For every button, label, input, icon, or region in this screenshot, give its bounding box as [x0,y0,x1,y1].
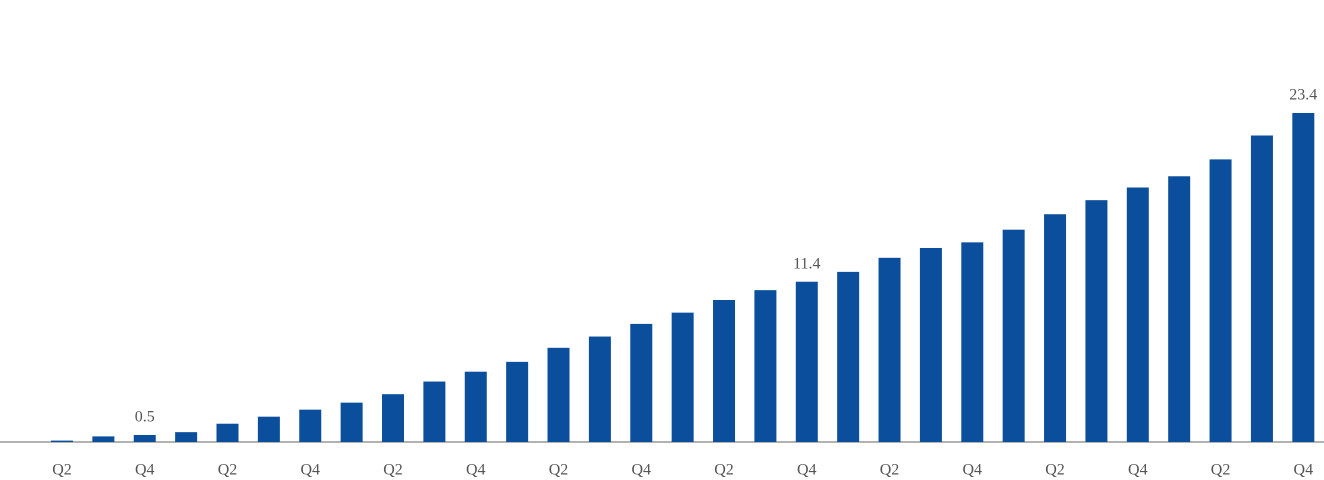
bar [92,436,115,442]
bar [382,394,405,442]
bar [50,440,73,442]
x-tick-label: Q4 [963,462,983,479]
x-tick-label: Q2 [1211,462,1231,479]
x-tick-label: Q4 [135,462,155,479]
bar [133,434,156,442]
value-label: 11.4 [793,255,820,272]
value-label: 23.4 [1289,87,1317,104]
bar [671,312,694,442]
x-tick-label: Q4 [1128,462,1148,479]
value-label: 0.5 [135,409,155,426]
x-tick-label: Q4 [631,462,651,479]
bar [1209,159,1232,443]
bar [713,299,736,442]
bar [464,371,487,442]
bar [1044,214,1067,442]
bar [1168,176,1191,443]
bar [837,271,860,442]
bar [299,409,322,442]
x-tick-label: Q2 [714,462,734,479]
bar [547,347,570,442]
bar [919,247,942,442]
bar [175,432,198,442]
bar [1002,229,1025,442]
x-tick-label: Q2 [1045,462,1065,479]
x-tick-label: Q2 [52,462,72,479]
bar [1250,135,1273,442]
bar [257,416,280,442]
bar [340,402,363,442]
x-tick-label: Q2 [218,462,238,479]
bar [506,361,529,442]
bar [878,257,901,442]
bar [795,281,818,442]
bar [754,290,777,442]
bar [423,381,446,442]
x-tick-label: Q2 [383,462,403,479]
bar [1126,187,1149,442]
bar [961,242,984,442]
x-tick-label: Q4 [466,462,486,479]
x-tick-label: Q4 [1294,462,1314,479]
x-tick-label: Q2 [880,462,900,479]
bar [630,323,653,442]
bar [1085,200,1108,442]
x-tick-label: Q4 [797,462,817,479]
x-tick-label: Q4 [300,462,320,479]
x-tick-label: Q2 [549,462,569,479]
bar [1292,112,1315,442]
bar [588,336,611,442]
bar [216,423,239,442]
